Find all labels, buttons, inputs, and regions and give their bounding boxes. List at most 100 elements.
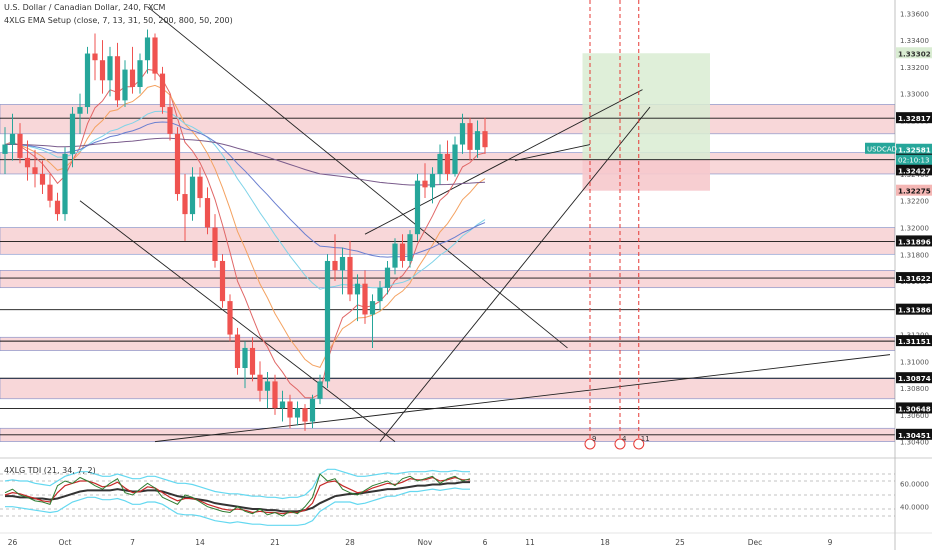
candle-body [137, 60, 143, 87]
candle-body [129, 69, 136, 87]
tdi-lower-band [5, 487, 470, 526]
candle-body [317, 381, 323, 399]
candle-body [122, 69, 128, 101]
x-tick-label: 18 [600, 538, 610, 547]
candle-body [17, 133, 23, 158]
candle-body [107, 56, 113, 81]
candle-body [272, 381, 278, 409]
x-tick-label: 14 [195, 538, 205, 547]
event-flag-icon [633, 438, 645, 450]
tdi-label: 4XLG TDI (21, 34, 7, 2) [4, 466, 96, 475]
tdi-signal-line [4, 476, 470, 515]
indicator-label: 4XLG EMA Setup (close, 7, 13, 31, 50, 20… [4, 16, 233, 25]
candle-body [467, 123, 473, 150]
x-tick-label: 11 [525, 538, 535, 547]
price-label: 1.31896 [898, 237, 931, 246]
candle-body [407, 234, 413, 261]
y-tick-label: 1.30600 [900, 412, 929, 420]
candle-body [362, 283, 368, 315]
candle-body [437, 153, 443, 174]
price-label: 1.32817 [898, 114, 931, 123]
candle-body [347, 256, 353, 295]
price-label: 1.33302 [898, 49, 931, 58]
trendline [364, 89, 643, 235]
tdi-fast-line [4, 473, 471, 517]
candle-body [77, 107, 83, 114]
candle-body [227, 301, 233, 335]
candle-body [189, 176, 196, 215]
price-label-box [896, 164, 932, 176]
sr-zone [0, 378, 896, 400]
candle-body [114, 56, 121, 101]
tdi-tick-label: 60.0000 [900, 480, 929, 488]
x-tick-label: Nov [418, 538, 433, 547]
candle-body [32, 167, 38, 174]
y-tick-label: 1.33200 [900, 64, 929, 72]
candle-body [324, 260, 331, 382]
candle-body [309, 398, 316, 422]
candle-body [264, 381, 271, 391]
event-flag-icon [584, 438, 596, 450]
stop-zone [582, 159, 710, 191]
x-tick-label: 21 [270, 538, 280, 547]
price-label: 1.31151 [898, 337, 931, 346]
candle-body [167, 107, 173, 134]
candle-body [384, 267, 391, 288]
event-markers[interactable]: 9 4 11 [584, 0, 650, 450]
trendline [79, 200, 396, 442]
candle-body [47, 184, 53, 201]
price-grid [0, 117, 895, 436]
price-label: 1.32275 [898, 187, 931, 196]
candle-body [369, 301, 376, 315]
candle-body [257, 374, 263, 391]
candle-body [444, 153, 451, 174]
candle-body [414, 180, 421, 235]
candle-body [459, 123, 466, 145]
candle-body [62, 153, 68, 215]
countdown-box [896, 154, 932, 165]
trendlines [79, 6, 891, 443]
price-label-box [896, 402, 932, 414]
support-resistance-zones [0, 53, 896, 442]
y-tick-label: 1.32200 [900, 198, 929, 206]
price-label-box [896, 428, 932, 440]
price-label-box [896, 372, 932, 384]
price-label-box [896, 184, 932, 196]
tdi-upper-band [4, 468, 470, 500]
x-tick-label: 28 [345, 538, 355, 547]
chart-title: U.S. Dollar / Canadian Dollar, 240, FXCM [4, 3, 166, 12]
price-label-box [896, 47, 932, 59]
sr-zone [0, 270, 896, 289]
ema-line [4, 68, 486, 399]
trendline [379, 106, 651, 442]
time-axis[interactable]: 26 Oct 7 14 21 28 Nov 6 11 18 25 Dec 9 [0, 532, 932, 547]
candle-body [197, 176, 203, 199]
candle-body [429, 173, 436, 188]
candle-body [144, 37, 151, 61]
event-count: 11 [641, 435, 650, 443]
candle-body [99, 60, 106, 81]
x-tick-label: 7 [130, 538, 135, 547]
ema-line [4, 137, 486, 186]
price-label-box [896, 235, 932, 247]
candle-body [377, 287, 383, 302]
ema-line [4, 110, 486, 290]
x-tick-label: Dec [748, 538, 763, 547]
y-tick-label: 1.31800 [900, 251, 929, 259]
price-label-box [896, 272, 932, 284]
x-tick-label: 26 [8, 538, 18, 547]
candle-body [152, 37, 158, 74]
tdi-tick-label: 40.0000 [900, 504, 929, 512]
candle-body [9, 133, 16, 145]
event-count: 4 [622, 435, 627, 443]
candle-body [452, 144, 458, 174]
tdi-panel[interactable]: 60.0000 40.0000 [0, 457, 932, 526]
candle-body [422, 180, 428, 188]
sr-zone [0, 336, 896, 351]
candle-body [332, 260, 338, 271]
ema-line [4, 84, 486, 368]
ema-lines [4, 68, 486, 399]
candle-body [339, 256, 346, 271]
price-label-box [896, 335, 932, 347]
